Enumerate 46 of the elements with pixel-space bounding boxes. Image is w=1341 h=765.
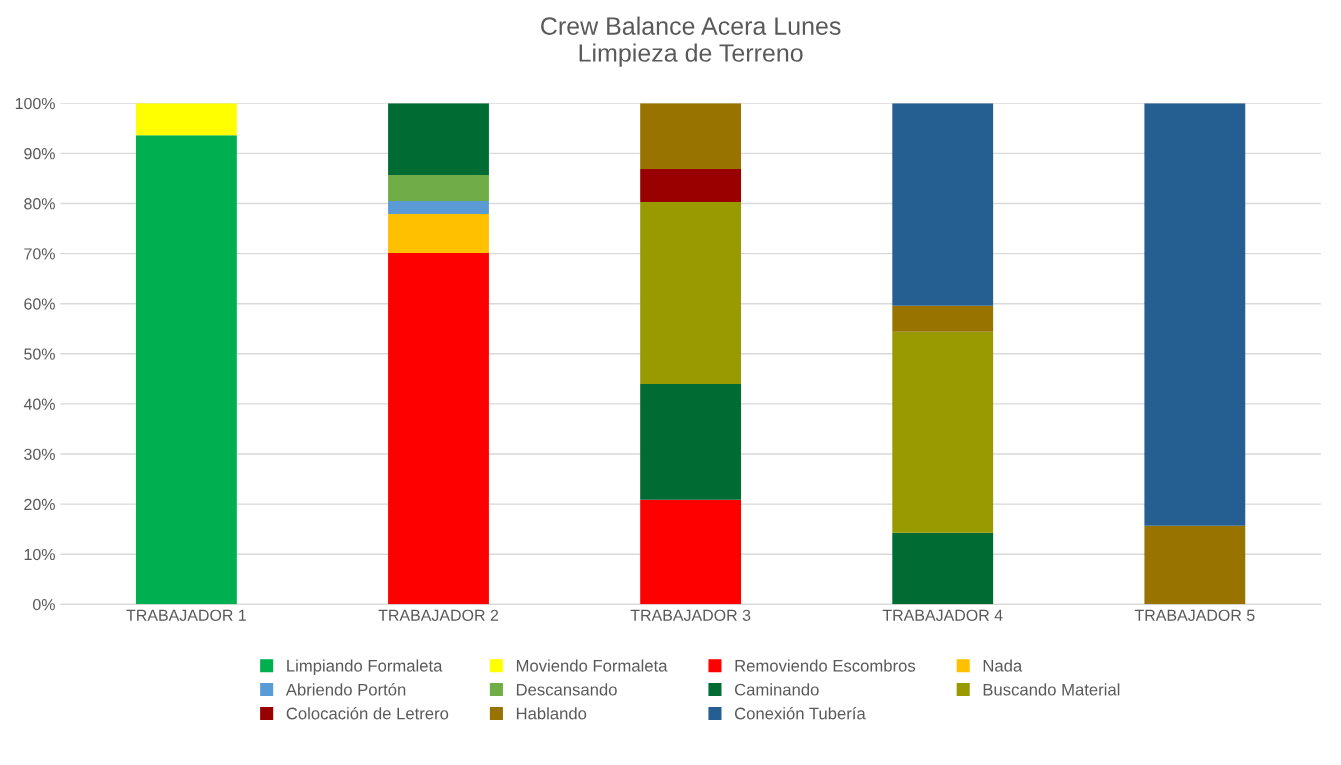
y-tick-label: 20%: [24, 498, 55, 511]
bar: [135, 103, 237, 136]
y-tick-label: 10%: [24, 548, 55, 561]
y-tick-label: 50%: [24, 348, 55, 360]
legend-label: Abriendo Portón: [285, 683, 406, 696]
x-tick-label: TRABAJADOR 5: [1134, 609, 1255, 621]
y-tick-label: 80%: [24, 198, 55, 210]
legend-label: Moviendo Formaleta: [516, 659, 668, 672]
y-tick-label: 90%: [24, 148, 55, 160]
bar: [892, 103, 994, 306]
y-tick-label: 0%: [33, 598, 55, 611]
legend-label: Removiendo Escombros: [735, 659, 916, 672]
bar: [640, 103, 742, 169]
y-tick-label: 30%: [24, 448, 55, 460]
bar: [640, 383, 742, 500]
x-tick-label: TRABAJADOR 2: [378, 609, 499, 621]
x-tick-label: TRABAJADOR 1: [126, 609, 246, 621]
bar: [135, 135, 237, 605]
legend-label: Nada: [983, 659, 1023, 672]
bar: [388, 214, 489, 254]
bar: [1144, 103, 1246, 526]
legend-label: Buscando Material: [983, 683, 1120, 696]
legend-label: Colocación de Letrero: [286, 706, 449, 720]
bar: [388, 253, 489, 605]
legend-label: Conexión Tubería: [734, 706, 866, 720]
x-tick-label: TRABAJADOR 3: [630, 609, 751, 621]
bar: [640, 201, 742, 384]
legend-label: Caminando: [734, 683, 819, 696]
legend-label: Hablando: [516, 707, 587, 720]
bar: [388, 200, 489, 215]
y-tick-label: 70%: [24, 248, 55, 260]
bar: [640, 499, 742, 605]
x-tick-label: TRABAJADOR 4: [882, 609, 1003, 621]
bar: [892, 532, 994, 605]
chart-title: Crew Balance Acera Lunes Limpieza de Terreno: [541, 16, 841, 67]
bar: [1144, 525, 1246, 605]
y-tick-label: 60%: [24, 298, 55, 310]
legend-label: Limpiando Formaleta: [287, 659, 443, 675]
legend-label: Descansando: [516, 683, 617, 696]
bar: [388, 174, 489, 201]
y-tick-label: 40%: [23, 398, 55, 410]
bar: [640, 168, 742, 202]
bar: [388, 103, 489, 175]
y-tick-label: 100%: [15, 97, 55, 110]
bar: [892, 331, 994, 533]
bar: [892, 305, 994, 332]
